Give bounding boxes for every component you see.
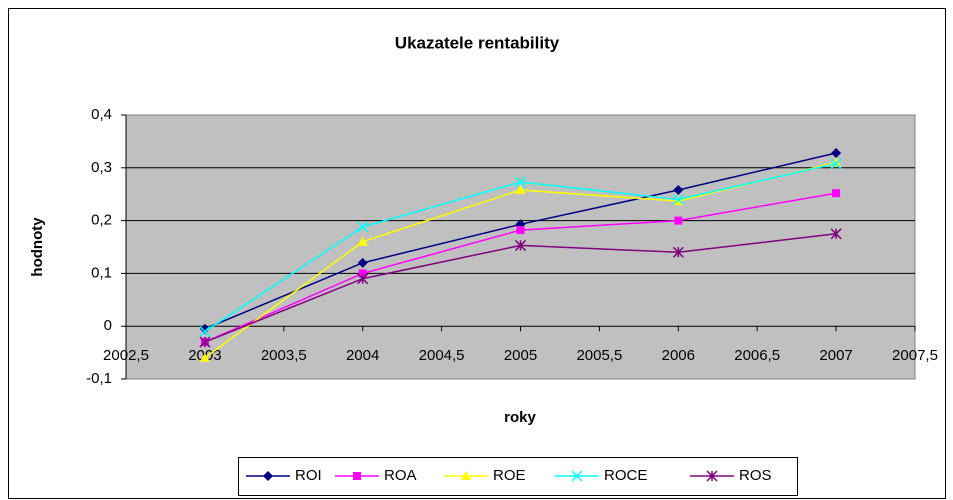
y-tick-label: 0,1 (91, 264, 112, 281)
x-tick-label: 2007 (819, 347, 852, 364)
marker (516, 226, 525, 235)
marker (199, 352, 210, 362)
marker (461, 471, 471, 480)
y-tick-label: -0,1 (86, 370, 112, 387)
legend-label: ROCE (604, 467, 647, 484)
marker (830, 228, 842, 240)
marker (357, 221, 369, 233)
legend-label: ROE (493, 467, 526, 484)
legend-label: ROS (739, 467, 772, 484)
marker (515, 184, 526, 194)
marker (358, 269, 367, 278)
marker (199, 336, 211, 348)
marker (706, 470, 718, 482)
marker (357, 236, 368, 246)
chart-title: Ukazatele rentability (395, 33, 560, 52)
marker (199, 325, 211, 338)
x-tick-label: 2006 (662, 347, 695, 364)
x-tick-label: 2003,5 (261, 347, 307, 364)
marker (674, 216, 683, 225)
x-tick-label: 2005,5 (576, 347, 622, 364)
x-tick-label: 2006,5 (734, 347, 780, 364)
marker (263, 471, 273, 481)
y-tick-label: 0,2 (91, 212, 112, 229)
y-tick-label: 0,3 (91, 159, 112, 176)
marker (514, 239, 527, 251)
marker (199, 323, 210, 334)
legend-label: ROI (295, 467, 322, 484)
marker (831, 148, 842, 159)
marker (672, 246, 684, 258)
x-axis-title: roky (504, 409, 536, 426)
marker (353, 472, 361, 480)
x-tick-label: 2002,5 (103, 347, 149, 364)
x-tick-label: 2004,5 (419, 347, 465, 364)
marker (571, 470, 583, 482)
marker (832, 189, 841, 198)
marker (514, 176, 527, 188)
legend-label: ROA (384, 467, 417, 484)
y-axis-title: hodnoty (29, 217, 46, 277)
marker (357, 257, 368, 268)
y-tick-label: 0 (104, 317, 112, 334)
x-tick-label: 2005 (504, 347, 537, 364)
x-tick-label: 2007,5 (892, 347, 938, 364)
marker (672, 193, 684, 206)
marker (673, 184, 684, 195)
x-tick-label: 2004 (346, 347, 379, 364)
y-tick-label: 0,4 (91, 106, 112, 123)
marker (830, 158, 842, 170)
marker (357, 273, 369, 285)
